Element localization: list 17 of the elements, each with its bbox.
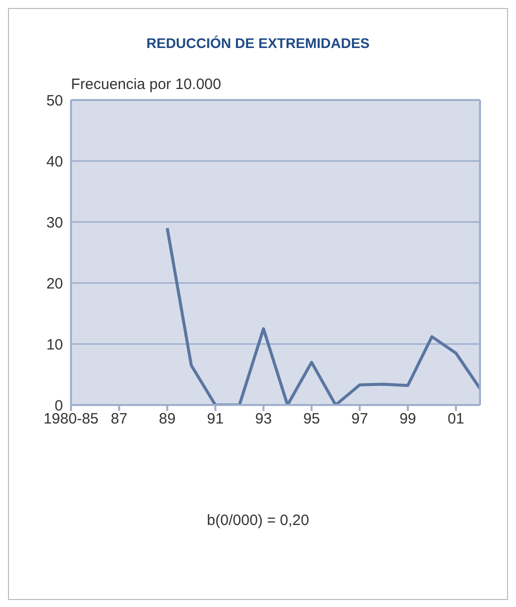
x-tick-label: 97 [351, 410, 368, 428]
y-tick-label: 40 [46, 153, 63, 170]
y-tick-label: 30 [46, 214, 63, 232]
x-tick-label: 01 [448, 410, 464, 428]
text: b(0/000) = 0,20 [206, 512, 310, 529]
x-tick-label: 95 [303, 410, 320, 428]
x-tick-label: 91 [207, 410, 224, 428]
y-tick-label: 50 [46, 92, 63, 110]
x-tick-label: 99 [399, 410, 416, 428]
y-axis-title: Frecuencia por 10.000 [71, 76, 222, 93]
y-tick-label: 20 [46, 275, 63, 292]
chart-title: REDUCCIÓN DE EXTREMIDADES [145, 35, 371, 51]
line-series [166, 226, 480, 405]
x-tick-label: 87 [110, 410, 128, 428]
y-tick-label: 10 [46, 336, 63, 354]
x-tick-label: 93 [255, 410, 272, 428]
x-tick-label: 89 [158, 410, 176, 428]
